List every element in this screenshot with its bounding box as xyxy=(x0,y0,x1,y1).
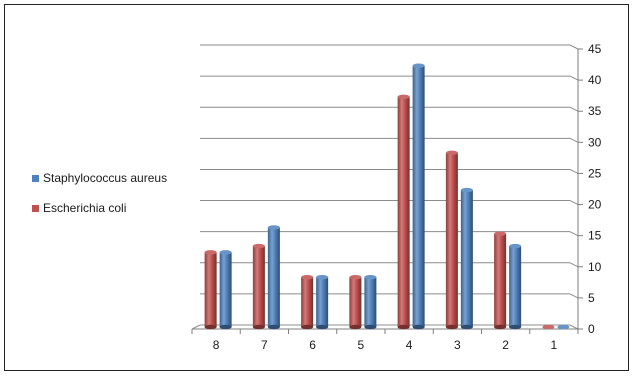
legend-swatch-staphylococcus xyxy=(32,174,39,182)
bar-staphylococcus-7-top xyxy=(267,225,280,230)
gridline-depth xyxy=(569,262,579,268)
y-tick-label: 35 xyxy=(588,104,602,118)
x-tick-label: 3 xyxy=(454,338,461,352)
gridline-depth xyxy=(569,137,579,143)
bar-staphylococcus-8-top xyxy=(219,250,232,255)
bar-escherichia-6 xyxy=(301,277,314,327)
bar-escherichia-5 xyxy=(349,277,362,327)
bar-escherichia-8-top xyxy=(204,250,217,255)
x-tick-label: 1 xyxy=(551,338,558,352)
gridline-depth xyxy=(569,231,579,237)
bar-escherichia-3-base xyxy=(445,324,458,330)
bar-staphylococcus-3-base xyxy=(460,324,473,330)
bar-staphylococcus-5 xyxy=(364,277,377,327)
bar-staphylococcus-3-top xyxy=(460,187,473,193)
x-tick-label: 2 xyxy=(502,338,509,352)
bar-escherichia-3-top xyxy=(445,150,458,155)
y-tick-label: 40 xyxy=(588,73,602,87)
bar-escherichia-7 xyxy=(252,246,265,327)
floor-left-edge xyxy=(191,324,201,330)
y-tick-label: 10 xyxy=(588,260,602,274)
x-tick-label: 4 xyxy=(406,338,413,352)
legend: Staphylococcus aureus Escherichia coli xyxy=(32,170,167,230)
bar-escherichia-6-top xyxy=(301,275,314,280)
bar-staphylococcus-2-top xyxy=(509,243,522,249)
y-tick-label: 0 xyxy=(588,322,595,336)
bar-staphylococcus-4-top xyxy=(412,63,425,68)
y-tick-label: 30 xyxy=(588,135,602,149)
bar-staphylococcus-5-top xyxy=(364,275,377,280)
bar-escherichia-5-top xyxy=(349,275,362,280)
bar-escherichia-3 xyxy=(445,152,458,327)
bar-escherichia-5-base xyxy=(349,324,362,330)
bar-staphylococcus-4-base xyxy=(412,324,425,330)
bar-escherichia-7-top xyxy=(252,243,265,249)
bar-escherichia-2-base xyxy=(494,324,507,330)
bar-escherichia-8 xyxy=(204,252,217,327)
bar-staphylococcus-6-base xyxy=(316,324,329,330)
x-tick-label: 8 xyxy=(213,338,220,352)
legend-swatch-escherichia xyxy=(32,204,39,212)
bar-escherichia-2-top xyxy=(494,231,507,236)
bar-staphylococcus-1-top xyxy=(557,324,570,330)
bar-escherichia-8-base xyxy=(204,324,217,330)
legend-label-escherichia: Escherichia coli xyxy=(43,201,127,215)
bar-escherichia-4-top xyxy=(397,94,410,99)
legend-item-staphylococcus: Staphylococcus aureus xyxy=(32,170,167,186)
bar-staphylococcus-3 xyxy=(460,190,473,327)
x-tick-label: 5 xyxy=(358,338,365,352)
gridline-depth xyxy=(569,75,579,81)
y-tick-label: 45 xyxy=(588,42,602,56)
y-tick-label: 5 xyxy=(588,291,595,305)
bar-escherichia-4-base xyxy=(397,324,410,330)
bar-staphylococcus-7 xyxy=(267,227,280,327)
bar-escherichia-2 xyxy=(494,233,507,327)
y-tick-label: 25 xyxy=(588,166,602,180)
gridline-depth xyxy=(569,324,579,330)
gridline-depth xyxy=(569,293,579,299)
bar-staphylococcus-8-base xyxy=(219,324,232,330)
gridline-depth xyxy=(569,168,579,174)
gridline-depth xyxy=(569,200,579,206)
bar-staphylococcus-5-base xyxy=(364,324,377,330)
bar-staphylococcus-6 xyxy=(316,277,329,327)
x-tick-label: 7 xyxy=(261,338,268,352)
bar-staphylococcus-8 xyxy=(219,252,232,327)
legend-label-staphylococcus: Staphylococcus aureus xyxy=(43,171,168,185)
legend-item-escherichia: Escherichia coli xyxy=(32,200,167,216)
bar-staphylococcus-6-top xyxy=(316,275,329,280)
bar-staphylococcus-7-base xyxy=(267,324,280,330)
gridline-depth xyxy=(569,106,579,112)
x-tick-label: 6 xyxy=(309,338,316,352)
bar-escherichia-4 xyxy=(397,96,410,328)
bar-escherichia-1-top xyxy=(542,324,555,330)
bar-escherichia-6-base xyxy=(301,324,314,330)
bar-escherichia-7-base xyxy=(252,324,265,330)
bar-staphylococcus-2-base xyxy=(509,324,522,330)
bar-staphylococcus-2 xyxy=(509,246,522,327)
bar-staphylococcus-4 xyxy=(412,65,425,328)
y-tick-label: 15 xyxy=(588,229,602,243)
gridline-depth xyxy=(569,44,579,50)
y-tick-label: 20 xyxy=(588,198,602,212)
